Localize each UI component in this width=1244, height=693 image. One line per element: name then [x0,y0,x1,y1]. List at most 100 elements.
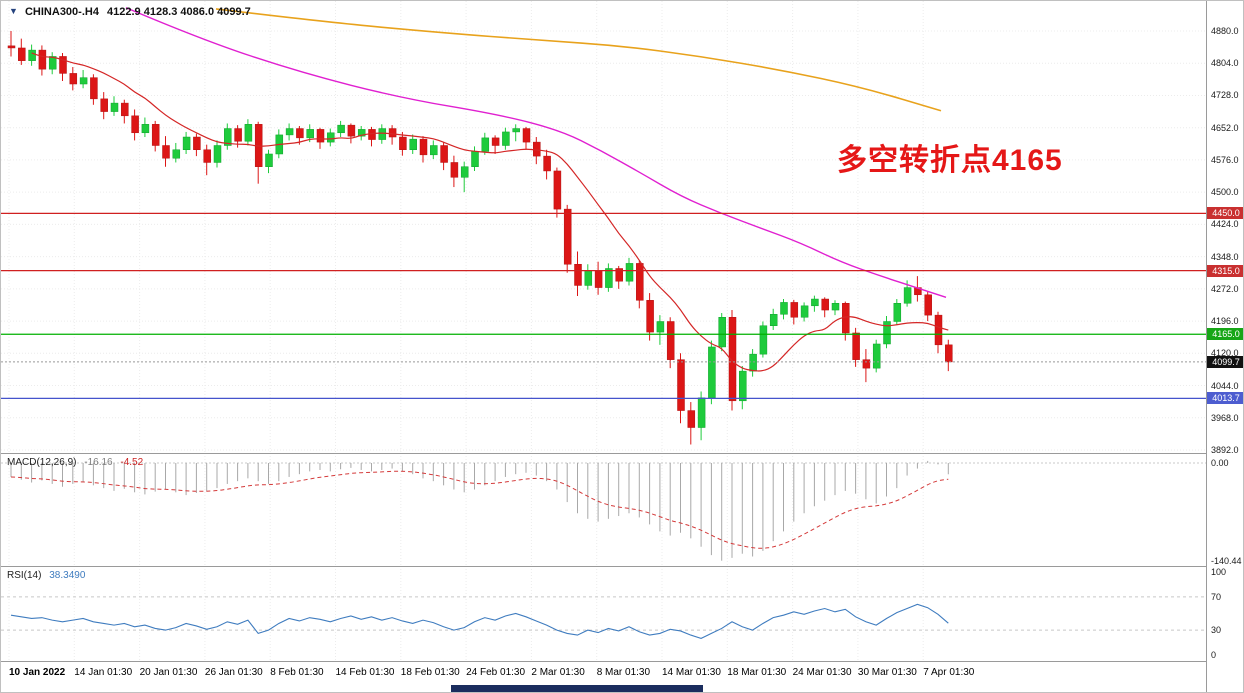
rsi-value: 38.3490 [49,570,86,581]
candle-body [666,321,675,360]
time-axis-label: 20 Jan 01:30 [139,667,198,678]
candle-body [388,128,397,138]
candle-body [893,303,902,322]
candle-body [399,136,407,150]
candle-body [347,124,356,137]
time-axis-label: 24 Mar 01:30 [792,667,852,678]
candle-body [934,314,943,346]
price-tick-label: 4196.0 [1211,316,1239,327]
candle-body [409,138,417,150]
rsi-panel-canvas[interactable] [1,566,1206,661]
candle-body [749,353,757,372]
candle-body [811,298,819,307]
candle-body [718,317,726,348]
candle-body [543,155,551,172]
price-axis[interactable]: 4880.0 4804.0 4728.0 4652.0 4576.0 4500.0 4424… [1206,1,1243,692]
candle-body [110,102,119,112]
level-price-badge: 4165.0 [1207,328,1243,341]
time-axis-label: 14 Mar 01:30 [662,667,721,678]
rsi-axis-label: 70 [1211,591,1222,602]
candle-body [780,302,788,315]
candle-body [38,49,47,70]
candle-body [121,102,129,117]
chart-annotation: 多空转折点4165 [837,144,1063,177]
candle-body [203,149,211,163]
rsi-title: RSI(14) 38.3490 [7,570,85,581]
candle-body [759,325,768,355]
rsi-line [10,603,949,639]
level-price-badge: 4013.7 [1207,392,1243,405]
candle-body [378,128,387,140]
candle-body [224,128,232,146]
rsi-panel-separator[interactable] [1,566,1243,567]
candles-layer [7,31,953,445]
symbol-name: CHINA300-.H4 [24,6,99,18]
level-price-badge: 4450.0 [1207,207,1243,220]
candle-body [131,115,139,134]
candle-body [842,303,850,334]
candle-body [337,124,345,134]
vertical-gridlines [8,453,924,566]
time-axis-label: 10 Jan 2022 [9,667,66,678]
price-tick-label: 4044.0 [1211,380,1239,391]
candle-body [852,332,860,360]
taskbar-fragment[interactable] [451,685,703,692]
candle-body [48,56,57,70]
macd-main-value: -16.16 [84,457,113,468]
time-axis-label: 8 Mar 01:30 [596,667,651,678]
macd-axis-label: -140.44 [1211,556,1242,566]
candle-body [821,298,829,311]
main-chart-canvas[interactable] [1,1,1206,453]
candle-body [59,56,67,74]
macd-panel-separator[interactable] [1,453,1243,454]
candle-body [471,151,479,167]
ma-magenta-line [125,7,947,298]
candle-body [883,321,891,345]
candle-body [306,129,314,139]
candle-body [625,263,634,282]
price-tick-label: 4652.0 [1211,122,1239,133]
macd-axis-label: 0.00 [1211,458,1229,468]
ohlc-values: 4122.9 4128.3 4086.0 4099.7 [107,6,251,18]
time-axis-label: 26 Jan 01:30 [204,667,263,678]
horizontal-gridlines [1,30,1206,451]
candle-body [265,153,273,167]
candle-body [584,270,593,286]
candle-body [162,145,170,159]
price-tick-label: 4348.0 [1211,251,1239,262]
time-axis-label: 14 Feb 01:30 [335,667,395,678]
chart-title: ▼ CHINA300-.H4 4122.9 4128.3 4086.0 4099… [9,6,251,18]
price-tick-label: 3892.0 [1211,445,1239,455]
candle-body [769,314,778,326]
candle-body [327,132,335,143]
candle-body [687,410,696,428]
price-tick-label: 4804.0 [1211,58,1239,69]
candle-body [440,145,448,163]
candle-body [903,287,912,304]
candle-body [450,162,459,178]
candle-body [357,129,366,137]
vertical-gridlines [8,566,924,661]
candle-body [141,124,150,134]
current-price-badge: 4099.7 [1207,355,1243,368]
macd-signal-line [10,470,949,549]
time-axis-label: 18 Feb 01:30 [400,667,460,678]
price-tick-label: 4728.0 [1211,90,1239,101]
macd-panel-canvas[interactable] [1,453,1206,566]
price-tick-label: 4120.0 [1211,348,1239,359]
candle-body [90,77,98,100]
price-tick-label: 4576.0 [1211,154,1239,165]
vertical-gridlines [8,1,924,453]
candle-body [739,370,747,402]
candle-body [831,303,840,311]
candle-body [512,128,520,133]
ma-fast-red-line [31,52,949,372]
candle-body [182,136,191,150]
candle-body [296,128,304,139]
price-tick-label: 3968.0 [1211,412,1239,423]
candle-body [69,73,78,85]
candle-body [945,344,953,363]
candle-body [790,302,799,318]
candle-body [594,270,603,288]
candle-body [697,397,706,428]
